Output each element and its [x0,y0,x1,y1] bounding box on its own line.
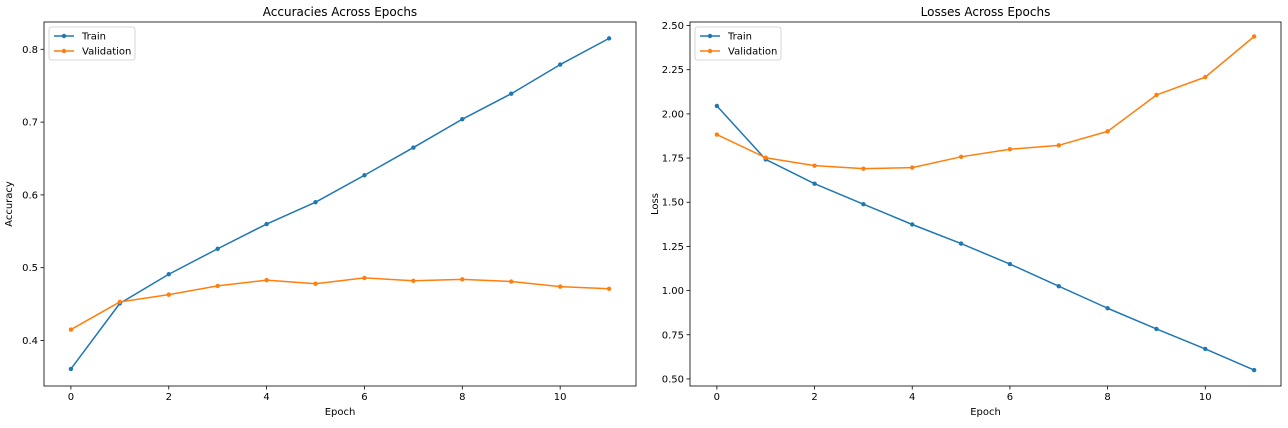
legend-train-label: Train [727,32,752,43]
y-tick-label: 1.50 [662,198,684,209]
validation-point [1203,74,1208,80]
validation-point [1154,92,1159,98]
train-point [1105,306,1110,311]
y-tick-label: 0.75 [662,330,684,341]
train-point [215,246,220,251]
x-axis-label: Epoch [970,407,1001,418]
y-tick-label: 1.00 [662,286,684,297]
y-tick-label: 2.25 [662,65,684,76]
validation-line [70,277,610,331]
train-point [1056,283,1061,289]
train-point [812,181,817,186]
legend: Train Validation [48,26,136,61]
validation-point [362,275,367,281]
loss-chart: Losses Across Epochs 0 2 4 6 8 10 0.50 0.75 1.00 1… [650,5,1282,418]
validation-line [716,35,1255,170]
legend-validation-marker [61,48,67,54]
axes-frame [689,21,1282,387]
plot-area [44,22,636,386]
y-tick-label: 1.75 [662,154,684,165]
legend-validation-label: Validation [728,47,777,58]
x-tick-label: 4 [909,392,915,403]
train-point [714,103,720,109]
train-point [264,221,269,227]
x-tick-label: 10 [1199,392,1212,403]
y-tick-label: 0.8 [22,45,38,56]
x-tick-label: 2 [811,392,817,403]
validation-point [763,155,768,160]
train-point [68,366,74,372]
legend: Train Validation [694,26,782,61]
train-point [1251,367,1257,373]
legend-validation-label: Validation [82,47,131,58]
train-line [716,105,1255,371]
y-tick-label: 1.25 [662,242,684,253]
validation-point [313,281,318,286]
validation-point [1251,34,1257,39]
y-tick-label: 0.50 [662,374,684,385]
validation-point [215,283,220,289]
legend-train-label: Train [81,32,106,43]
chart-title: Accuracies Across Epochs [263,5,417,19]
x-tick-label: 10 [554,392,567,403]
axes-frame [43,21,637,387]
train-point [861,201,866,207]
train-point [166,272,171,277]
train-line [70,37,610,370]
validation-point [460,277,465,282]
train-point [557,62,563,67]
x-tick-label: 0 [714,392,720,403]
train-point [1203,346,1208,352]
chart-title: Losses Across Epochs [921,5,1051,19]
train-point [958,241,964,246]
y-tick-label: 0.7 [22,118,38,129]
train-point [460,116,465,122]
validation-point [166,292,171,297]
accuracy-chart: Accuracies Across Epochs 0 2 4 6 8 10 0.4 0.5 0.6… [4,5,637,418]
train-point [1154,326,1159,332]
train-point [509,91,514,96]
train-point [411,145,416,150]
x-tick-label: 8 [459,392,465,403]
x-tick-label: 2 [166,392,172,403]
x-tick-label: 6 [361,392,367,403]
train-point [362,173,367,178]
validation-point [910,165,915,170]
validation-point [1007,147,1013,152]
legend-train-marker [61,33,67,39]
train-point [910,222,915,227]
y-axis-label: Accuracy [4,181,15,227]
x-tick-label: 6 [1007,392,1013,403]
validation-point [1056,143,1061,148]
y-tick-label: 0.6 [22,190,38,201]
validation-point [714,132,720,137]
y-tick-label: 2.50 [662,21,684,32]
x-tick-label: 4 [263,392,269,403]
validation-point [68,327,74,332]
train-point [313,199,318,205]
validation-point [958,154,964,160]
validation-point [557,284,563,289]
x-axis-label: Epoch [325,407,356,418]
validation-point [1105,129,1110,134]
x-tick-label: 0 [68,392,74,403]
y-tick-label: 0.4 [22,336,38,347]
y-tick-label: 0.5 [22,263,38,274]
validation-point [509,279,514,284]
x-tick-label: 8 [1104,392,1110,403]
plot-area [690,22,1281,386]
validation-point [812,163,817,168]
validation-point [861,166,866,171]
y-axis-label: Loss [650,193,661,215]
validation-point [411,278,416,284]
y-tick-label: 2.00 [662,109,684,120]
legend-train-marker [707,33,713,39]
train-point [1007,261,1013,267]
legend-validation-marker [707,48,713,54]
validation-point [117,299,123,305]
train-point [606,36,612,41]
validation-point [264,277,269,283]
validation-point [606,286,612,292]
